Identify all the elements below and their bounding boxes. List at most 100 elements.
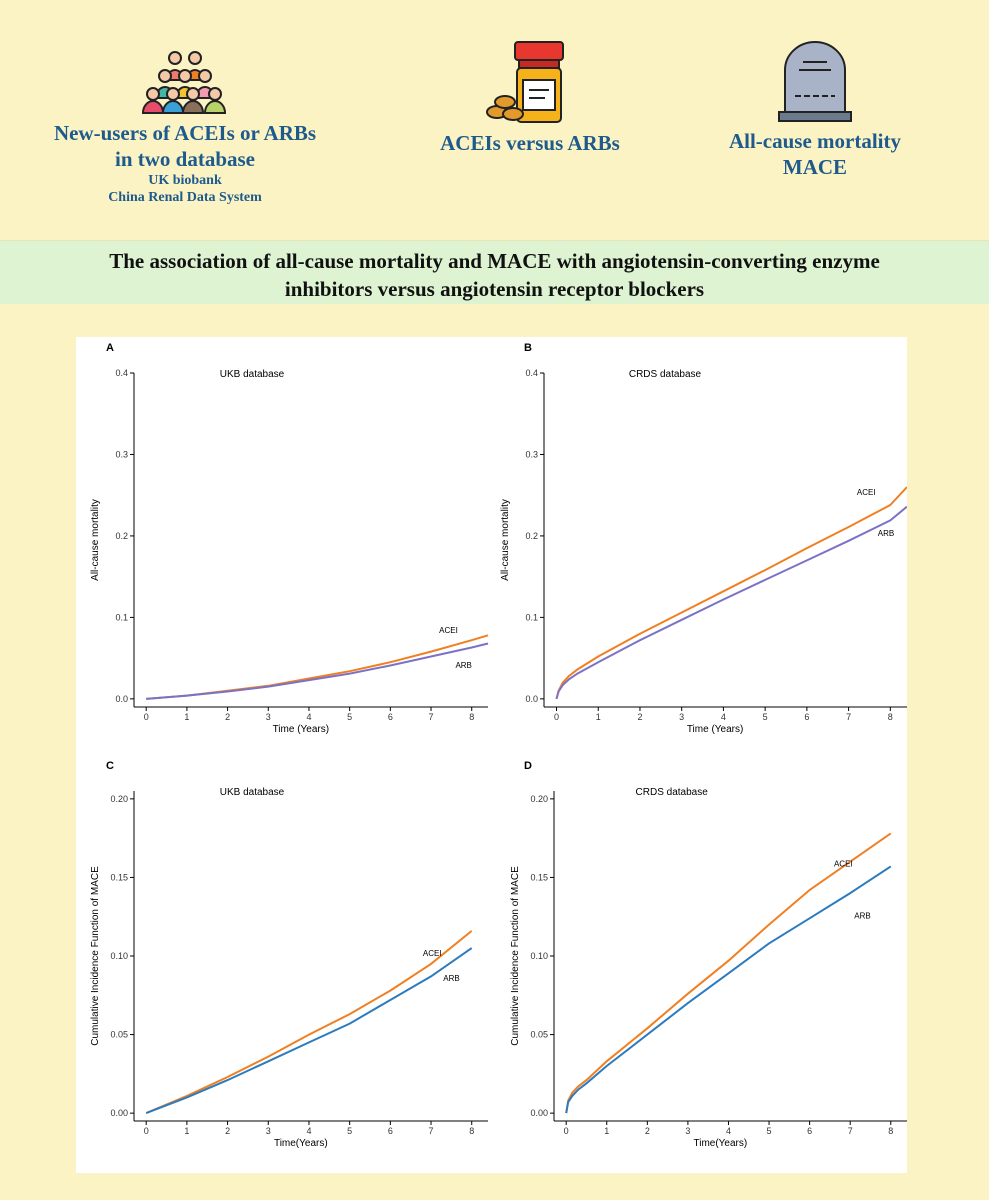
y-tick-label: 0.2 (525, 531, 538, 541)
comparison-title: ACEIs versus ARBs (440, 131, 620, 155)
y-tick-label: 0.00 (530, 1108, 548, 1118)
x-tick-label: 5 (347, 1126, 352, 1136)
y-tick-label: 0.2 (115, 531, 128, 541)
x-tick-label: 5 (767, 1126, 772, 1136)
x-axis-label: Time (Years) (687, 724, 744, 735)
pill-bottle-icon (486, 41, 564, 123)
tombstone-icon (778, 41, 852, 122)
y-tick-label: 0.10 (110, 951, 128, 961)
y-tick-label: 0.00 (110, 1108, 128, 1118)
x-tick-label: 1 (604, 1126, 609, 1136)
y-tick-label: 0.20 (110, 794, 128, 804)
figure-panel: A UKB database 0.0 0.1 0.2 0.3 0.4 0 1 2 3 4 5 6 7 8 Tim… (76, 337, 907, 1173)
series-line-acei (145, 930, 473, 1115)
x-tick-label: 1 (184, 1126, 189, 1136)
series-line-acei (565, 832, 892, 1114)
population-column: New-users of ACEIs or ARBs in two databa… (40, 50, 330, 206)
x-tick-label: 1 (596, 712, 601, 722)
population-sub-1: UK biobank (148, 173, 222, 188)
top-panel: New-users of ACEIs or ARBs in two databa… (0, 0, 989, 240)
panel-c: C UKB database 0.00 0.05 0.10 0.15 0.20 0 1 2 3 4 5 6… (90, 760, 488, 1149)
y-tick-label: 0.1 (525, 612, 538, 622)
x-axis-label: Time(Years) (693, 1138, 747, 1149)
y-axis-label: All-cause mortality (500, 499, 511, 581)
x-tick-label: 4 (726, 1126, 731, 1136)
series-line-arb (565, 865, 892, 1114)
chart-figure: A UKB database 0.0 0.1 0.2 0.3 0.4 0 1 2 3 4 5 6 7 8 Tim… (90, 342, 907, 1149)
x-tick-label: 3 (266, 1126, 271, 1136)
x-tick-label: 6 (807, 1126, 812, 1136)
series-label-acei: ACEI (439, 626, 458, 635)
x-axis-label: Time (Years) (273, 724, 330, 735)
series-line-acei (146, 634, 489, 700)
x-tick-label: 8 (888, 712, 893, 722)
x-tick-label: 6 (388, 1126, 393, 1136)
x-tick-label: 4 (306, 712, 311, 722)
x-tick-label: 4 (306, 1126, 311, 1136)
y-axis-label: Cumulative Incidence Function of MACE (510, 866, 521, 1046)
x-tick-label: 7 (846, 712, 851, 722)
y-tick-label: 0.1 (115, 612, 128, 622)
y-tick-label: 0.4 (525, 368, 538, 378)
series-label-acei: ACEI (857, 488, 876, 497)
series-label-arb: ARB (443, 974, 459, 983)
outcome-column: All-cause mortality MACE (700, 40, 930, 180)
x-tick-label: 8 (469, 712, 474, 722)
x-tick-label: 2 (645, 1126, 650, 1136)
banner-line-1: The association of all-cause mortality a… (109, 249, 880, 273)
panel-letter: C (106, 760, 114, 772)
x-tick-label: 5 (763, 712, 768, 722)
x-tick-label: 2 (637, 712, 642, 722)
comparison-column: ACEIs versus ARBs (400, 40, 660, 156)
series-label-acei: ACEI (423, 949, 442, 958)
panel-letter: B (524, 342, 532, 354)
y-tick-label: 0.15 (110, 872, 128, 882)
panel-letter: D (524, 760, 532, 772)
x-tick-label: 3 (679, 712, 684, 722)
panel-a: A UKB database 0.0 0.1 0.2 0.3 0.4 0 1 2 3 4 5 6 7 8 Tim… (90, 342, 489, 735)
panel-b: B CRDS database 0.0 0.1 0.2 0.3 0.4 0 1 2 3 4 5 6 7 8 Ti… (500, 342, 907, 735)
title-banner: The association of all-cause mortality a… (0, 240, 989, 304)
panel-letter: A (106, 342, 114, 354)
series-label-acei: ACEI (834, 859, 853, 868)
y-tick-label: 0.3 (115, 449, 128, 459)
x-tick-label: 0 (554, 712, 559, 722)
panel-d: D CRDS database 0.00 0.05 0.10 0.15 0.20 0 1 2 3 4 5… (510, 760, 907, 1149)
series-label-arb: ARB (878, 529, 894, 538)
series-line-acei (555, 486, 907, 700)
y-tick-label: 0.05 (530, 1030, 548, 1040)
outcome-title-2: MACE (782, 155, 848, 179)
population-sub-2: China Renal Data System (108, 190, 262, 205)
x-tick-label: 7 (848, 1126, 853, 1136)
panel-title: UKB database (220, 369, 285, 380)
x-tick-label: 6 (388, 712, 393, 722)
y-tick-label: 0.10 (530, 951, 548, 961)
x-tick-label: 3 (266, 712, 271, 722)
population-title-1: New-users of ACEIs or ARBs (53, 121, 317, 145)
x-tick-label: 1 (184, 712, 189, 722)
y-tick-label: 0.0 (115, 694, 128, 704)
population-title-2: in two database (114, 147, 256, 171)
y-tick-label: 0.0 (525, 694, 538, 704)
y-tick-label: 0.20 (530, 794, 548, 804)
y-tick-label: 0.15 (530, 872, 548, 882)
x-tick-label: 4 (721, 712, 726, 722)
y-tick-label: 0.4 (115, 368, 128, 378)
x-tick-label: 2 (225, 1126, 230, 1136)
series-label-arb: ARB (854, 911, 870, 920)
series-line-arb (555, 505, 907, 700)
x-tick-label: 0 (144, 1126, 149, 1136)
x-axis-label: Time(Years) (274, 1138, 328, 1149)
x-tick-label: 3 (685, 1126, 690, 1136)
x-tick-label: 2 (225, 712, 230, 722)
panel-title: CRDS database (629, 369, 702, 380)
y-axis-label: All-cause mortality (90, 499, 101, 581)
x-tick-label: 0 (144, 712, 149, 722)
x-tick-label: 8 (469, 1126, 474, 1136)
panel-title: CRDS database (636, 787, 709, 798)
banner-line-2: inhibitors versus angiotensin receptor b… (284, 277, 705, 301)
y-axis-label: Cumulative Incidence Function of MACE (90, 866, 101, 1046)
x-tick-label: 5 (347, 712, 352, 722)
series-line-arb (146, 642, 489, 700)
panel-title: UKB database (220, 787, 285, 798)
